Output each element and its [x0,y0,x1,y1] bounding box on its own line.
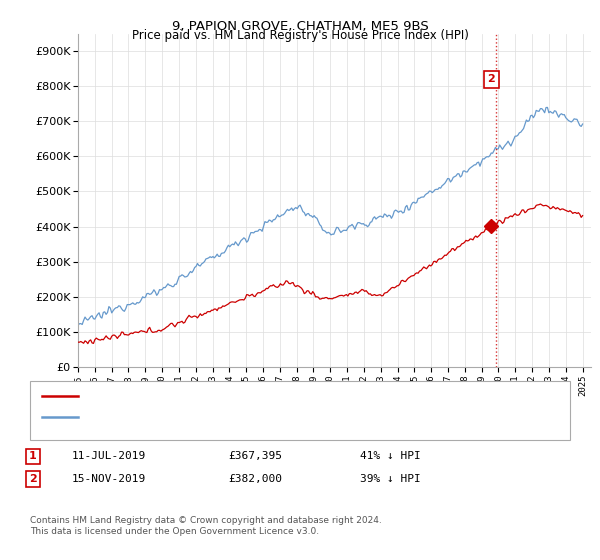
Text: 1: 1 [29,451,37,461]
Text: HPI: Average price, detached house, Tonbridge and Malling: HPI: Average price, detached house, Tonb… [84,412,392,422]
Text: £382,000: £382,000 [228,474,282,484]
Text: 39% ↓ HPI: 39% ↓ HPI [360,474,421,484]
Text: 9, PAPION GROVE, CHATHAM, ME5 9BS: 9, PAPION GROVE, CHATHAM, ME5 9BS [172,20,428,32]
Text: 15-NOV-2019: 15-NOV-2019 [72,474,146,484]
Text: 2: 2 [488,74,496,84]
Text: 41% ↓ HPI: 41% ↓ HPI [360,451,421,461]
Text: 9, PAPION GROVE, CHATHAM, ME5 9BS (detached house): 9, PAPION GROVE, CHATHAM, ME5 9BS (detac… [84,391,380,401]
Text: 11-JUL-2019: 11-JUL-2019 [72,451,146,461]
Text: Contains HM Land Registry data © Crown copyright and database right 2024.
This d: Contains HM Land Registry data © Crown c… [30,516,382,536]
Text: Price paid vs. HM Land Registry's House Price Index (HPI): Price paid vs. HM Land Registry's House … [131,29,469,42]
Text: 2: 2 [29,474,37,484]
Text: £367,395: £367,395 [228,451,282,461]
